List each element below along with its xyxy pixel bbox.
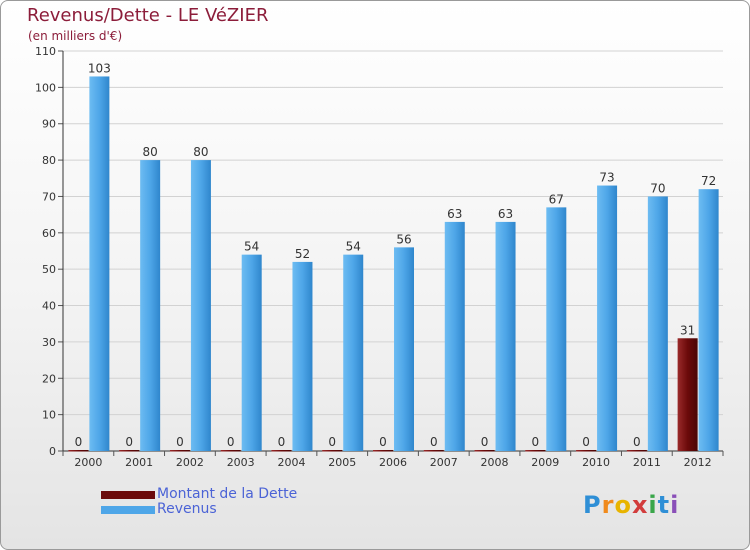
bar-dette	[169, 450, 190, 452]
x-tick-label: 2002	[176, 456, 204, 469]
y-tick-label: 10	[42, 409, 56, 422]
legend-label-dette: Montant de la Dette	[157, 486, 298, 502]
data-label-revenus: 72	[701, 174, 716, 188]
data-label-revenus: 56	[396, 232, 411, 246]
bar-revenus	[292, 261, 313, 451]
data-label-revenus: 80	[193, 145, 208, 159]
x-tick-label: 2006	[379, 456, 407, 469]
y-tick-label: 0	[49, 445, 56, 458]
data-label-dette: 0	[481, 435, 489, 449]
y-tick-label: 20	[42, 372, 56, 385]
y-tick-label: 50	[42, 263, 56, 276]
data-label-dette: 0	[176, 435, 184, 449]
data-label-dette: 0	[278, 435, 286, 449]
data-label-dette: 0	[582, 435, 590, 449]
logo-letter: o	[614, 491, 632, 519]
bar-dette	[576, 450, 597, 452]
x-tick-label: 2011	[633, 456, 661, 469]
x-tick-label: 2001	[125, 456, 153, 469]
y-tick-label: 110	[35, 45, 56, 58]
bar-dette	[626, 450, 647, 452]
data-label-dette: 0	[75, 435, 83, 449]
logo-letter: P	[583, 491, 602, 519]
data-label-dette: 0	[227, 435, 235, 449]
y-tick-label: 90	[42, 118, 56, 131]
bar-dette	[119, 450, 140, 452]
logo-letter: r	[601, 491, 615, 519]
legend-swatch-dette	[101, 491, 155, 499]
bar-dette	[677, 338, 698, 451]
chart-title: Revenus/Dette - LE VéZIER	[27, 5, 269, 26]
bar-revenus	[546, 207, 567, 451]
data-label-revenus: 63	[447, 207, 462, 221]
logo-letter: t	[657, 491, 671, 519]
bar-dette	[271, 450, 292, 452]
y-tick-label: 60	[42, 227, 56, 240]
logo-letter: i	[648, 491, 658, 519]
data-label-revenus: 103	[88, 61, 111, 75]
bar-dette	[220, 450, 241, 452]
data-label-revenus: 52	[295, 247, 310, 261]
y-tick-label: 70	[42, 190, 56, 203]
data-label-revenus: 54	[346, 240, 361, 254]
bar-revenus	[394, 247, 414, 451]
x-tick-label: 2007	[430, 456, 458, 469]
bar-revenus	[647, 196, 668, 451]
logo-letter: x	[631, 491, 649, 519]
bar-revenus	[597, 185, 618, 451]
data-label-dette: 0	[379, 435, 387, 449]
proxiti-logo: Proxiti	[583, 491, 679, 519]
bar-revenus	[444, 221, 465, 451]
y-tick-label: 100	[35, 81, 56, 94]
data-label-revenus: 73	[599, 171, 614, 185]
bar-dette	[423, 450, 444, 452]
bar-dette	[322, 450, 343, 452]
bar-dette	[68, 450, 89, 452]
data-label-dette: 0	[125, 435, 133, 449]
y-tick-label: 80	[42, 154, 56, 167]
bar-revenus	[343, 254, 364, 451]
x-tick-label: 2008	[481, 456, 509, 469]
x-tick-label: 2009	[531, 456, 559, 469]
data-label-revenus: 54	[244, 240, 259, 254]
bar-revenus	[495, 221, 516, 451]
y-tick-label: 40	[42, 300, 56, 313]
data-label-dette: 0	[328, 435, 336, 449]
chart-subtitle: (en milliers d'€)	[28, 29, 123, 43]
legend-swatch-revenus	[101, 506, 155, 514]
data-label-revenus: 80	[143, 145, 158, 159]
bar-revenus	[190, 160, 211, 451]
x-tick-label: 2000	[74, 456, 102, 469]
data-label-dette: 31	[680, 323, 695, 337]
y-tick-label: 30	[42, 336, 56, 349]
x-tick-label: 2004	[277, 456, 305, 469]
data-label-revenus: 70	[650, 181, 665, 195]
x-tick-label: 2003	[227, 456, 255, 469]
bar-revenus	[698, 189, 719, 451]
data-label-dette: 0	[531, 435, 539, 449]
data-label-revenus: 63	[498, 207, 513, 221]
bar-revenus	[140, 160, 161, 451]
data-label-dette: 0	[430, 435, 438, 449]
bar-dette	[525, 450, 546, 452]
data-label-dette: 0	[633, 435, 641, 449]
bar-dette	[474, 450, 495, 452]
bar-dette	[373, 450, 393, 452]
x-tick-label: 2005	[328, 456, 356, 469]
bar-revenus	[89, 76, 110, 452]
x-tick-label: 2012	[684, 456, 712, 469]
bar-revenus	[241, 254, 262, 451]
logo-letter: i	[670, 491, 680, 519]
legend-label-revenus: Revenus	[157, 501, 217, 517]
data-label-revenus: 67	[549, 192, 564, 206]
x-tick-label: 2010	[582, 456, 610, 469]
